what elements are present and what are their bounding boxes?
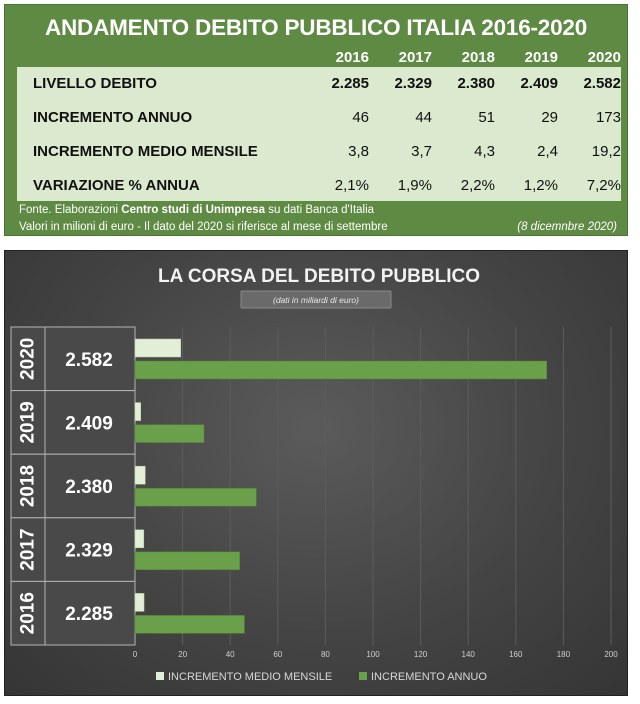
- x-axis-ticks: 0 20 40 60 80 100 120 140 160 180 200: [133, 650, 618, 659]
- source-note-org: Centro studi di Unimpresa: [121, 204, 266, 216]
- chart-title: LA CORSA DEL DEBITO PUBBLICO: [158, 266, 480, 287]
- category-year-label: 2019: [18, 401, 39, 443]
- table-row: LIVELLO DEBITO 2.285 2.329 2.380 2.409 2…: [17, 69, 621, 99]
- table-cell: 2.582: [583, 75, 621, 92]
- source-note: Fonte. Elaborazioni Centro studi di Unim…: [19, 204, 374, 216]
- row-label: LIVELLO DEBITO: [33, 75, 157, 92]
- table-cell: 44: [415, 109, 432, 126]
- table-cell: 3,7: [411, 143, 432, 160]
- year-header: 2016: [335, 49, 369, 66]
- table-cell: 51: [478, 109, 495, 126]
- category-labels: 2020 2.582 2019 2.409 2018 2.380 2017 2.329 2016…: [10, 326, 136, 646]
- bar-chart: LA CORSA DEL DEBITO PUBBLICO (dati in mi…: [10, 266, 618, 683]
- bar-incremento-medio-mensile: [134, 593, 145, 612]
- chart-subtitle: (dati in miliardi di euro): [273, 295, 359, 305]
- category-box: [10, 580, 136, 646]
- source-note-prefix: Fonte. Elaborazioni: [19, 204, 122, 216]
- debt-table-panel: ANDAMENTO DEBITO PUBBLICO ITALIA 2016-20…: [4, 4, 628, 236]
- x-tick-label: 120: [414, 650, 428, 659]
- table-cell: 2,4: [537, 143, 558, 160]
- table-cell: 2.285: [331, 75, 369, 92]
- table-cell: 4,3: [474, 143, 495, 160]
- table-cell: 2.409: [520, 75, 558, 92]
- table-row: VARIAZIONE % ANNUA 2,1% 1,9% 2,2% 1,2% 7…: [17, 171, 621, 201]
- x-tick-label: 0: [133, 650, 138, 659]
- table-cell: 19,2: [591, 143, 621, 160]
- year-header: 2020: [587, 49, 621, 66]
- year-header: 2017: [398, 49, 432, 66]
- units-note: Valori in milioni di euro - Il dato del …: [19, 221, 388, 233]
- category-debt-value: 2.380: [65, 477, 113, 498]
- x-tick-label: 200: [604, 650, 618, 659]
- legend-label-incremento-medio-mensile: INCREMENTO MEDIO MENSILE: [168, 671, 332, 683]
- table-cell: 2,1%: [334, 177, 369, 194]
- year-header: 2018: [461, 49, 495, 66]
- x-tick-label: 80: [321, 650, 330, 659]
- legend-swatch-incremento-medio-mensile: [156, 672, 164, 680]
- bar-incremento-medio-mensile: [134, 338, 181, 358]
- category-debt-value: 2.329: [65, 541, 113, 562]
- x-tick-label: 140: [462, 650, 476, 659]
- bar-incremento-annuo: [134, 424, 205, 443]
- table-cell: 1,2%: [523, 177, 558, 194]
- category-box: [10, 517, 136, 582]
- category-box: [10, 326, 136, 392]
- x-tick-label: 180: [557, 650, 571, 659]
- legend-swatch-incremento-annuo: [359, 672, 367, 680]
- row-label: INCREMENTO ANNUO: [33, 109, 193, 126]
- legend-label-incremento-annuo: INCREMENTO ANNUO: [371, 671, 487, 683]
- category-year-label: 2017: [18, 528, 39, 570]
- grid-lines: [134, 327, 612, 645]
- table-body: LIVELLO DEBITO 2.285 2.329 2.380 2.409 2…: [17, 67, 621, 201]
- table-cell: 2,2%: [460, 177, 495, 194]
- source-note-suffix: su dati Banca d'Italia: [265, 204, 375, 216]
- bar-incremento-medio-mensile: [134, 465, 146, 485]
- x-tick-label: 20: [178, 650, 187, 659]
- table-cell: 29: [541, 109, 558, 126]
- subtitle-box: [240, 290, 392, 309]
- category-debt-value: 2.582: [65, 350, 113, 371]
- publication-date: (8 dicemnbre 2020): [517, 221, 617, 233]
- bars: [134, 338, 547, 634]
- category-debt-value: 2.285: [65, 604, 113, 625]
- legend: INCREMENTO MEDIO MENSILE INCREMENTO ANNUO: [156, 671, 487, 683]
- table-row: INCREMENTO ANNUO 46 44 51 29 173: [17, 103, 621, 133]
- row-label: INCREMENTO MEDIO MENSILE: [33, 143, 258, 160]
- category-year-label: 2018: [18, 465, 39, 507]
- table-cell: 7,2%: [586, 177, 621, 194]
- table-cell: 2.380: [457, 75, 495, 92]
- category-box: [10, 390, 136, 455]
- x-tick-label: 60: [273, 650, 282, 659]
- bar-incremento-annuo: [134, 551, 240, 571]
- bar-incremento-annuo: [134, 615, 245, 634]
- category-debt-value: 2.409: [65, 413, 113, 434]
- bar-incremento-medio-mensile: [134, 529, 145, 549]
- table-cell: 2.329: [394, 75, 432, 92]
- table-cell: 3,8: [348, 143, 369, 160]
- x-tick-label: 40: [226, 650, 235, 659]
- x-tick-label: 160: [509, 650, 523, 659]
- year-header: 2019: [524, 49, 558, 66]
- table-title: ANDAMENTO DEBITO PUBBLICO ITALIA 2016-20…: [44, 15, 588, 40]
- row-label: VARIAZIONE % ANNUA: [33, 177, 200, 194]
- table-cell: 46: [352, 109, 369, 126]
- bar-incremento-medio-mensile: [134, 402, 141, 421]
- bar-incremento-annuo: [134, 487, 257, 507]
- category-year-label: 2016: [18, 592, 39, 634]
- debt-chart-panel: LA CORSA DEL DEBITO PUBBLICO (dati in mi…: [4, 250, 628, 696]
- x-tick-label: 100: [366, 650, 380, 659]
- table-cell: 1,9%: [397, 177, 432, 194]
- table-cell: 173: [595, 109, 621, 126]
- table-row: INCREMENTO MEDIO MENSILE 3,8 3,7 4,3 2,4…: [17, 137, 621, 167]
- category-year-label: 2020: [18, 338, 39, 380]
- bar-incremento-annuo: [134, 360, 547, 380]
